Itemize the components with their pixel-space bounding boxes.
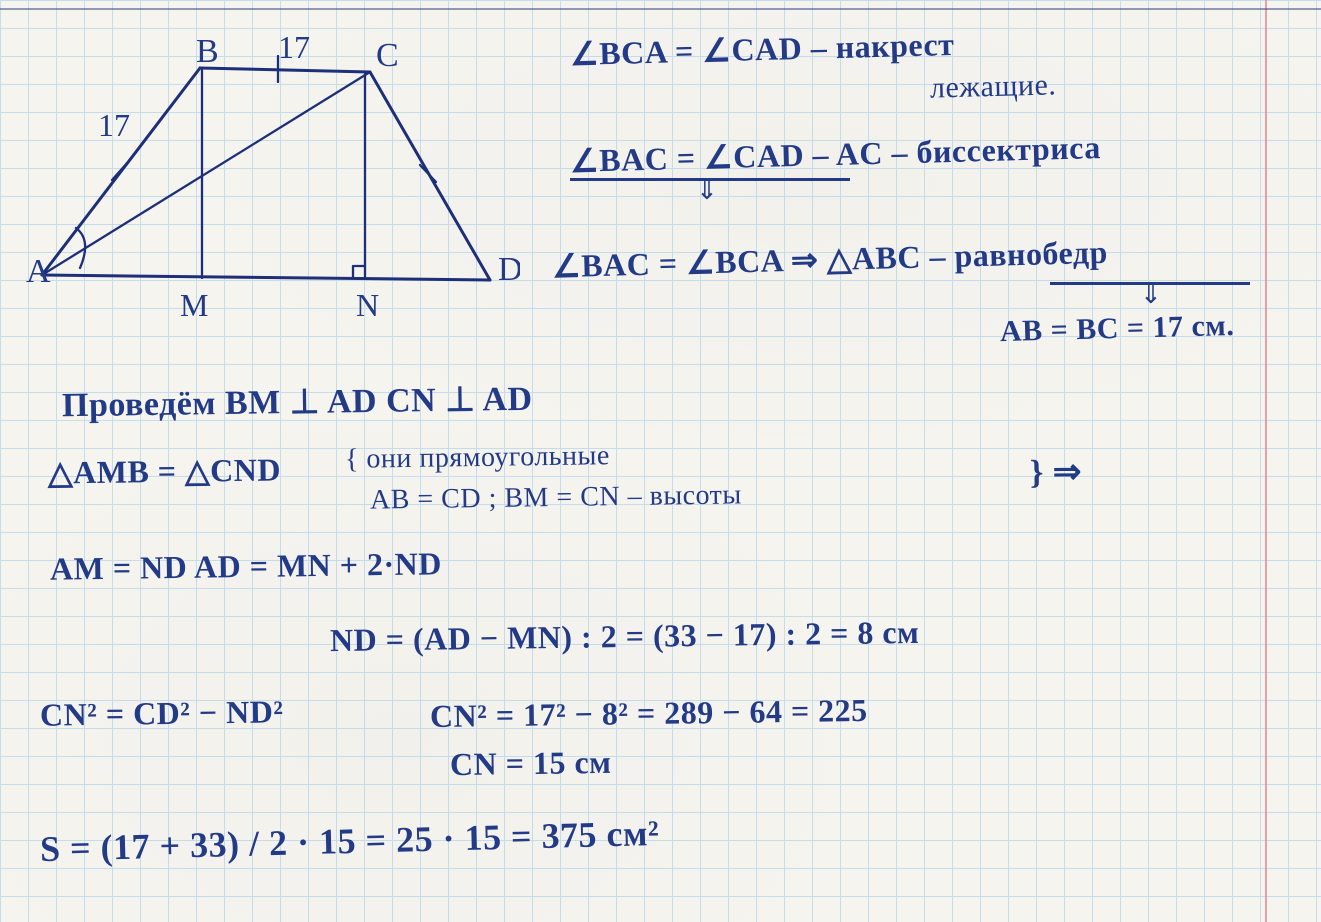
svg-text:N: N [356, 287, 379, 323]
svg-text:C: C [376, 37, 399, 74]
arrow-under-r3: ⇓ [1050, 282, 1250, 312]
svg-text:A: A [26, 253, 51, 290]
label-bc-17: 17 [278, 30, 310, 65]
line-l8a: CN² = CD² − ND² [40, 693, 284, 733]
svg-text:B: B [196, 33, 219, 70]
line-l6: AM = ND AD = MN + 2·ND [50, 545, 442, 587]
line-r1b: лежащие. [930, 68, 1057, 105]
right-margin-line [1265, 0, 1267, 922]
line-l5b: { они прямоугольные [345, 440, 610, 476]
line-l8b: CN² = 17² − 8² = 289 − 64 = 225 [430, 692, 868, 735]
line-l5c: AB = CD ; BM = CN – высоты [370, 479, 742, 516]
label-ab-17: 17 [98, 107, 130, 143]
svg-text:M: M [180, 287, 208, 323]
line-l8c: CN = 15 см [450, 744, 612, 783]
line-r3b: AB = BC = 17 см. [1000, 309, 1235, 349]
line-l4: Проведём BM ⊥ AD CN ⊥ AD [62, 379, 533, 426]
top-rule [0, 8, 1321, 10]
arrow-under-r2: ⇓ [570, 178, 850, 208]
svg-text:D: D [498, 251, 520, 288]
trapezoid-diagram: A B C D M N 17 17 [20, 30, 520, 330]
line-l5d: } ⇒ [1030, 452, 1082, 493]
line-l5a: △AMB = △CND [48, 450, 281, 491]
